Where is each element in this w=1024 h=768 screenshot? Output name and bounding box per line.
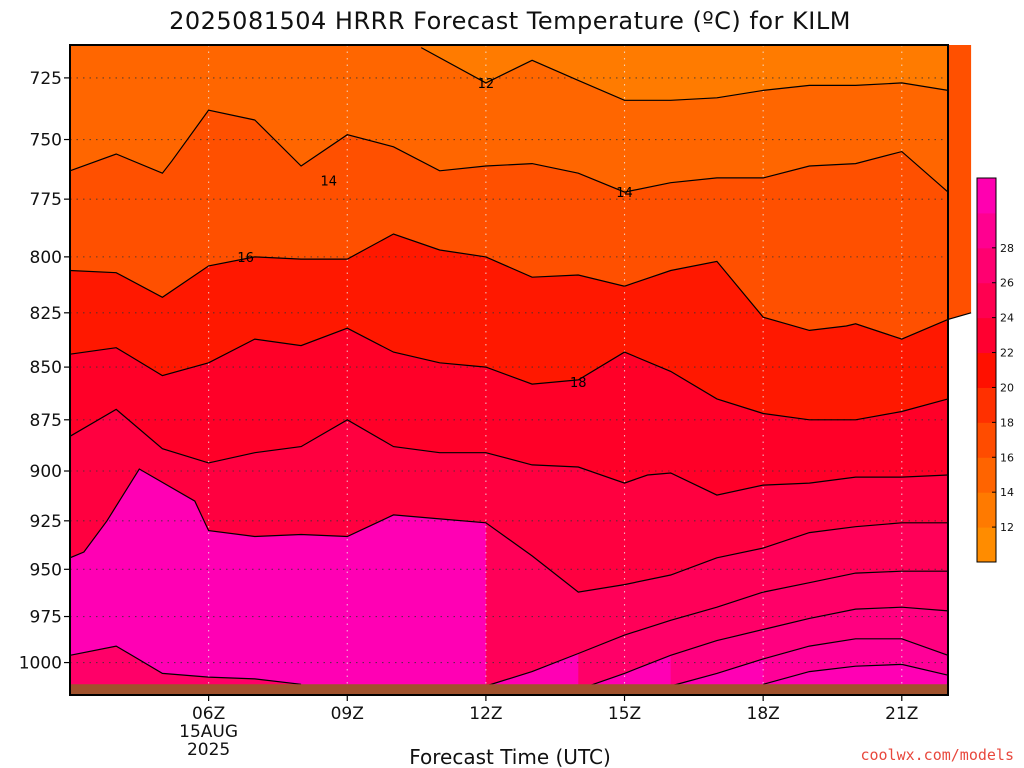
colorbar-tick-label: 22 (1000, 347, 1014, 360)
ground-fill (70, 684, 948, 695)
contour-line-24-5 (670, 638, 949, 687)
x-tick-label: 18Z (747, 704, 780, 724)
y-tick-label: 900 (30, 462, 62, 482)
x-tick-label: 21Z (885, 704, 918, 724)
contour-label-16: 16 (237, 251, 254, 266)
colorbar-swatch (977, 352, 996, 388)
colorbar-swatch (977, 527, 996, 563)
colorbar-tick-label: 20 (1000, 381, 1014, 394)
contour-label-14: 14 (616, 186, 633, 201)
grid (70, 45, 948, 695)
contour-lines (69, 47, 972, 691)
contour-line-21 (69, 468, 948, 593)
colorbar-swatch (977, 282, 996, 319)
y-tick-label: 950 (30, 560, 62, 580)
temperature-fill-bands (70, 45, 972, 695)
x-tick-date: 15AUG (179, 722, 238, 742)
contour-line-19-5 (69, 408, 949, 496)
chart-title: 2025081504 HRRR Forecast Temperature (ºC… (169, 7, 851, 35)
x-axis-label: Forecast Time (UTC) (409, 745, 611, 768)
x-tick-label: 06Z (192, 704, 225, 724)
colorbar-swatch (977, 212, 996, 249)
colorbar-swatch (977, 178, 996, 214)
colorbar-tick-label: 26 (1000, 277, 1014, 290)
band-lower-left (70, 646, 302, 695)
y-tick-label: 725 (30, 69, 62, 89)
contour-line-18 (69, 327, 949, 421)
y-tick-label: 775 (30, 190, 62, 210)
y-tick-label: 800 (30, 248, 62, 268)
y-axis-ticks: 725 750 775 800 825 850 875 900 925 950 975 1000 (19, 69, 70, 674)
colorbar-swatch (977, 317, 996, 354)
x-tick-label: 09Z (331, 704, 364, 724)
contour-line-22 (485, 570, 948, 687)
credit-text: coolwx.com/models (860, 746, 1014, 764)
y-tick-label: 875 (30, 411, 62, 431)
contour-label-18: 18 (570, 376, 587, 391)
y-tick-label: 1000 (19, 654, 62, 674)
y-tick-label: 925 (30, 512, 62, 532)
contour-line-14 (69, 109, 949, 193)
band-12-14 (421, 45, 948, 101)
x-tick-year: 2025 (187, 740, 230, 760)
colorbar-tick-label: 16 (1000, 451, 1014, 464)
x-tick-label: 15Z (608, 704, 641, 724)
colorbar-swatch (977, 247, 996, 284)
colorbar-tick-label: 14 (1000, 486, 1014, 499)
contour-line-12 (420, 47, 949, 101)
colorbar-swatch (977, 492, 996, 528)
contour-label-12: 12 (478, 77, 495, 92)
ground-band (70, 684, 948, 695)
colorbar-tick-label: 12 (1000, 521, 1014, 534)
colorbar: 12 14 16 18 20 22 24 26 28 (976, 177, 1014, 563)
plot-frame (69, 44, 949, 696)
y-tick-label: 825 (30, 304, 62, 324)
contour-labels: 12 14 14 16 18 (237, 77, 632, 391)
colorbar-frame (976, 177, 997, 563)
contour-line-23-5 (578, 606, 949, 691)
contour-label-14: 14 (321, 174, 338, 189)
contour-line-23 (69, 645, 302, 685)
y-tick-label: 850 (30, 358, 62, 378)
contour-line-16 (69, 233, 972, 340)
colorbar-tick-label: 18 (1000, 416, 1014, 429)
colorbar-tick-label: 28 (1000, 242, 1014, 255)
colorbar-swatch (977, 387, 996, 423)
colorbar-tick-label: 24 (1000, 312, 1014, 325)
colorbar-swatch (977, 422, 996, 458)
x-tick-label: 12Z (469, 704, 502, 724)
contour-line-25-5 (763, 663, 949, 685)
y-tick-label: 975 (30, 608, 62, 628)
colorbar-swatch (977, 457, 996, 493)
y-tick-label: 750 (30, 131, 62, 151)
